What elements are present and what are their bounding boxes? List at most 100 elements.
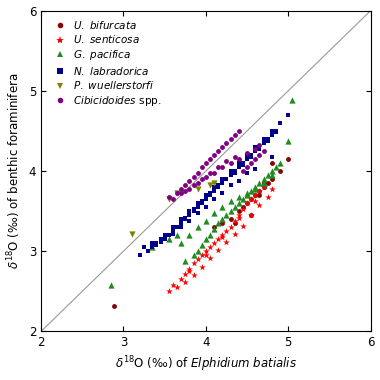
Point bbox=[261, 184, 267, 190]
Point bbox=[195, 210, 201, 216]
Point bbox=[236, 156, 242, 162]
Point bbox=[207, 192, 213, 198]
Point bbox=[203, 160, 209, 166]
Point bbox=[199, 200, 205, 206]
Point bbox=[228, 160, 234, 166]
Point bbox=[248, 152, 254, 158]
Point bbox=[240, 196, 246, 202]
Point bbox=[236, 177, 242, 184]
Point bbox=[269, 176, 275, 182]
Point bbox=[186, 185, 192, 192]
Point bbox=[219, 216, 225, 222]
Point bbox=[190, 182, 196, 188]
Point bbox=[244, 190, 250, 196]
Point bbox=[190, 252, 196, 258]
Point bbox=[219, 234, 225, 240]
Point bbox=[219, 232, 225, 238]
Point bbox=[232, 168, 238, 174]
Point bbox=[240, 223, 246, 229]
Point bbox=[248, 188, 254, 194]
Point bbox=[219, 220, 225, 226]
Point bbox=[199, 242, 205, 248]
Point bbox=[236, 194, 242, 200]
Y-axis label: $\delta^{18}$O (‰) of benthic foraminifera: $\delta^{18}$O (‰) of benthic foraminife… bbox=[6, 73, 23, 269]
Point bbox=[199, 164, 205, 170]
Point bbox=[223, 239, 230, 245]
Point bbox=[178, 240, 184, 246]
Point bbox=[269, 128, 275, 134]
Point bbox=[228, 198, 234, 204]
Point bbox=[244, 192, 250, 198]
Point bbox=[207, 156, 213, 162]
Point bbox=[232, 220, 238, 226]
Point bbox=[219, 180, 225, 186]
Point bbox=[244, 200, 250, 206]
Point bbox=[211, 169, 217, 176]
Point bbox=[240, 206, 246, 212]
Point bbox=[203, 192, 209, 198]
Point bbox=[211, 152, 217, 158]
Point bbox=[190, 260, 196, 266]
Point bbox=[240, 168, 246, 174]
Point bbox=[174, 224, 180, 230]
Point bbox=[203, 174, 209, 180]
Point bbox=[285, 138, 291, 144]
Point bbox=[190, 208, 196, 214]
X-axis label: $\delta^{18}$O (‰) of $\it{Elphidium\ batialis}$: $\delta^{18}$O (‰) of $\it{Elphidium\ ba… bbox=[115, 355, 297, 374]
Point bbox=[195, 256, 201, 262]
Point bbox=[166, 288, 172, 294]
Point bbox=[228, 216, 234, 222]
Point bbox=[199, 176, 205, 182]
Point bbox=[182, 214, 188, 220]
Point bbox=[264, 194, 271, 200]
Point bbox=[252, 198, 258, 204]
Point bbox=[256, 142, 263, 148]
Point bbox=[211, 224, 217, 230]
Point bbox=[215, 182, 221, 188]
Point bbox=[203, 218, 209, 224]
Point bbox=[174, 190, 180, 196]
Point bbox=[244, 150, 250, 157]
Point bbox=[158, 239, 164, 245]
Point bbox=[244, 156, 250, 162]
Point bbox=[244, 152, 250, 158]
Point bbox=[223, 158, 230, 165]
Point bbox=[269, 154, 275, 160]
Point bbox=[256, 202, 263, 208]
Point bbox=[228, 168, 234, 174]
Point bbox=[264, 180, 271, 186]
Point bbox=[228, 208, 234, 214]
Point bbox=[178, 220, 184, 226]
Point bbox=[223, 176, 230, 182]
Point bbox=[211, 196, 217, 202]
Point bbox=[236, 164, 242, 170]
Point bbox=[203, 236, 209, 242]
Point bbox=[219, 190, 225, 196]
Point bbox=[248, 212, 254, 218]
Point bbox=[248, 196, 254, 202]
Point bbox=[232, 154, 238, 160]
Point bbox=[207, 182, 213, 188]
Point bbox=[261, 176, 267, 182]
Point bbox=[154, 242, 160, 248]
Point bbox=[215, 220, 221, 226]
Point bbox=[186, 208, 192, 214]
Point bbox=[170, 228, 176, 234]
Point bbox=[186, 218, 192, 224]
Point bbox=[211, 184, 217, 190]
Point bbox=[186, 232, 192, 238]
Point bbox=[261, 180, 267, 186]
Point bbox=[182, 216, 188, 222]
Point bbox=[207, 255, 213, 261]
Point bbox=[182, 271, 188, 277]
Point bbox=[162, 232, 168, 238]
Point bbox=[269, 132, 275, 138]
Point bbox=[240, 160, 246, 166]
Point bbox=[170, 224, 176, 230]
Point bbox=[252, 166, 258, 173]
Point bbox=[236, 208, 242, 214]
Point bbox=[273, 130, 279, 136]
Point bbox=[111, 303, 117, 309]
Point bbox=[195, 169, 201, 176]
Point bbox=[215, 236, 221, 242]
